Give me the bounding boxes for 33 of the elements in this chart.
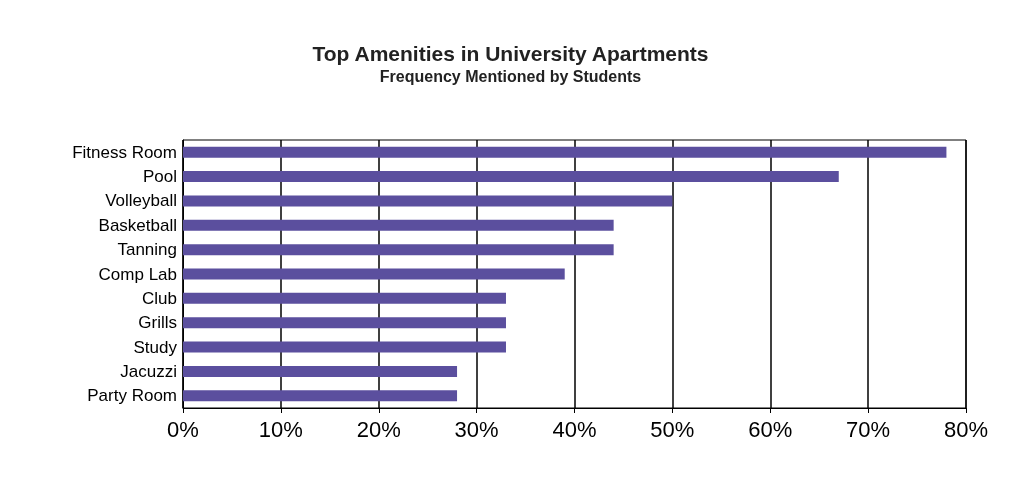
y-tick-label: Tanning <box>117 240 177 260</box>
y-tick-label: Party Room <box>87 386 177 406</box>
bar <box>183 171 839 183</box>
y-tick-label: Fitness Room <box>72 142 177 162</box>
x-tick-label: 10% <box>258 416 303 442</box>
x-tick-label: 20% <box>356 416 401 442</box>
x-tick-label: 50% <box>650 416 695 442</box>
x-tick-label: 80% <box>943 416 989 442</box>
bar <box>183 268 565 280</box>
bar <box>183 292 506 304</box>
y-tick-label: Volleyball <box>105 191 177 211</box>
chart-subtitle: Frequency Mentioned by Students <box>379 67 642 85</box>
bar <box>183 317 506 329</box>
bar <box>183 146 947 158</box>
y-tick-label: Club <box>142 288 177 308</box>
chart-title: Top Amenities in University Apartments <box>312 42 709 65</box>
x-tick-label: 0% <box>167 416 199 442</box>
x-tick-label: 30% <box>454 416 499 442</box>
y-tick-label: Study <box>133 337 178 357</box>
x-tick-label: 70% <box>846 416 891 442</box>
bar <box>183 219 614 231</box>
bar <box>183 390 458 402</box>
bar <box>183 244 614 256</box>
y-tick-label: Comp Lab <box>98 264 177 284</box>
bar <box>183 365 458 377</box>
x-tick-label: 40% <box>552 416 597 442</box>
y-tick-label: Grills <box>138 313 177 333</box>
bar <box>183 195 673 207</box>
y-tick-label: Basketball <box>98 215 177 235</box>
y-tick-label: Pool <box>142 167 177 187</box>
y-tick-label: Jacuzzi <box>120 361 177 381</box>
x-tick-label: 60% <box>748 416 793 442</box>
bar <box>183 341 506 353</box>
